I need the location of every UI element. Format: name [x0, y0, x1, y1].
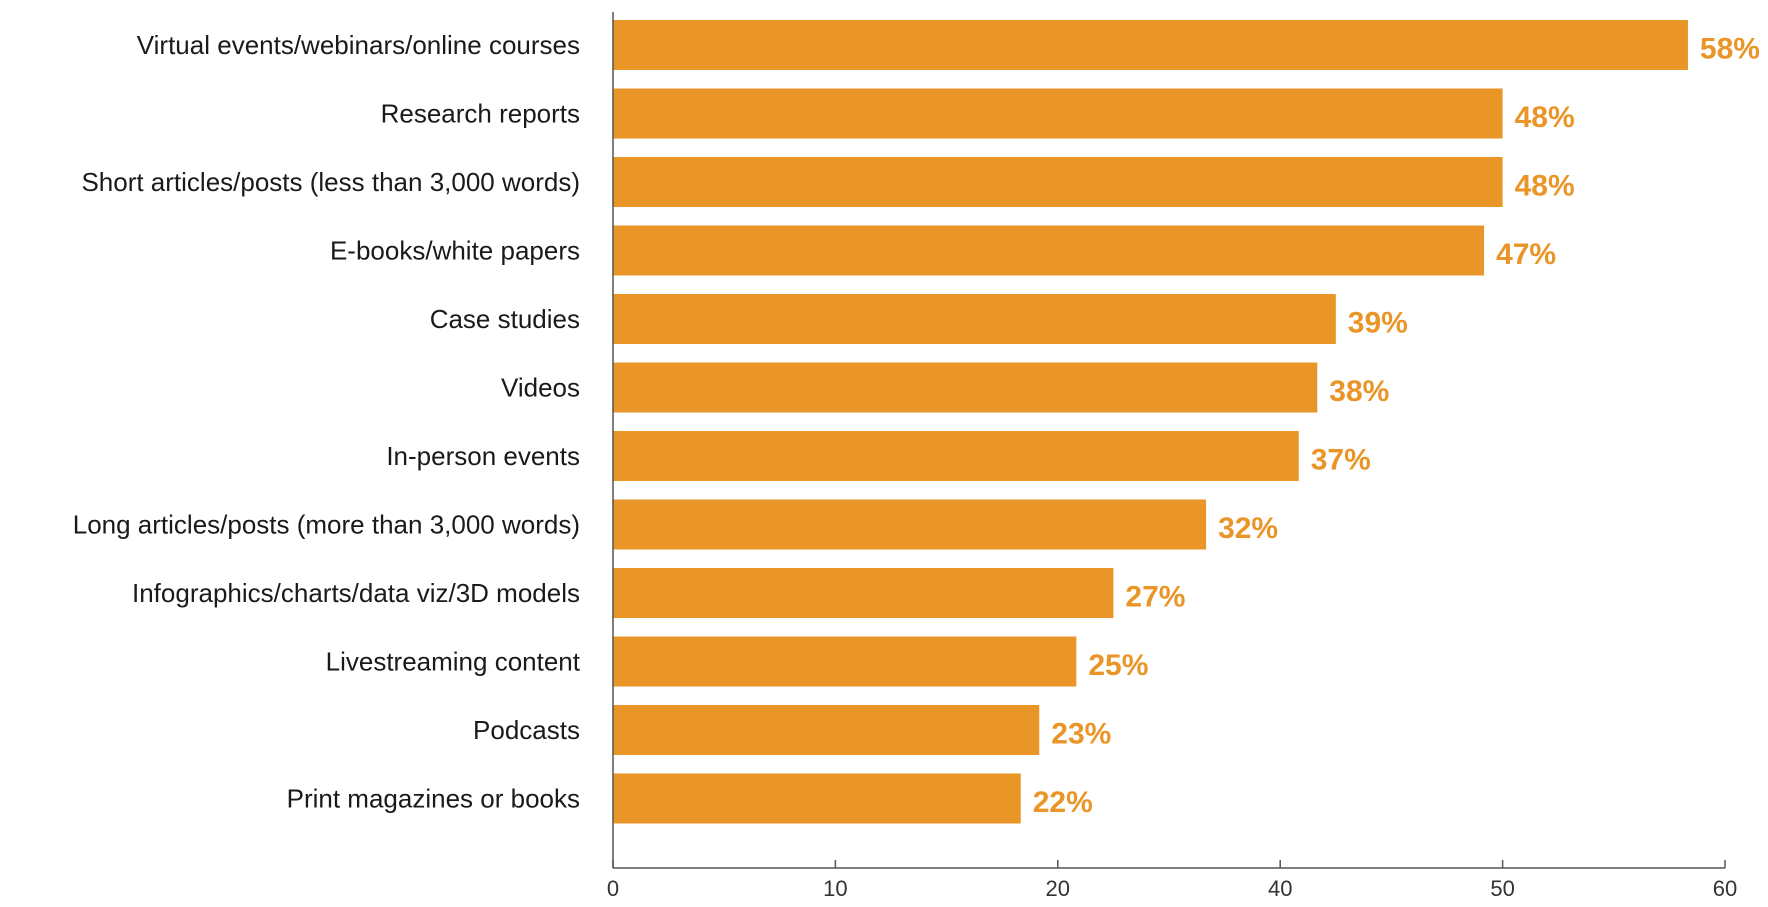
bar	[613, 499, 1207, 550]
value-label: 22%	[1033, 786, 1093, 819]
category-label: Long articles/posts (more than 3,000 wor…	[73, 510, 580, 540]
category-label: Infographics/charts/data viz/3D models	[132, 578, 580, 608]
category-label: Case studies	[430, 304, 580, 334]
x-tick-label: 0	[607, 876, 619, 901]
value-label: 48%	[1515, 170, 1575, 203]
value-label: 39%	[1348, 307, 1408, 340]
value-label: 38%	[1329, 375, 1389, 408]
x-tick-label: 40	[1268, 876, 1292, 901]
bar	[613, 362, 1318, 413]
bar	[613, 294, 1336, 344]
category-label: Virtual events/webinars/online courses	[137, 30, 580, 60]
bars-layer	[613, 20, 1688, 824]
category-label: Livestreaming content	[326, 647, 581, 677]
value-label: 27%	[1125, 581, 1185, 614]
bar	[613, 568, 1114, 618]
value-label: 47%	[1496, 238, 1556, 271]
x-tick-label: 20	[1046, 876, 1070, 901]
value-labels: 58% 48% 48% 47% 39% 38% 37% 32% 27% 25% 23% 22%	[1033, 33, 1760, 820]
bar	[613, 225, 1485, 276]
value-label: 37%	[1311, 444, 1371, 477]
bar	[613, 773, 1021, 824]
category-label: E-books/white papers	[330, 236, 580, 266]
value-label: 48%	[1515, 101, 1575, 134]
bar	[613, 20, 1688, 70]
category-label: Print magazines or books	[287, 784, 580, 814]
x-tick-label: 10	[823, 876, 847, 901]
value-label: 32%	[1218, 512, 1278, 545]
x-tick-label: 60	[1713, 876, 1737, 901]
bar	[613, 431, 1299, 481]
category-label: Podcasts	[473, 715, 580, 745]
value-label: 25%	[1088, 649, 1148, 682]
bar	[613, 705, 1040, 755]
bar	[613, 636, 1077, 687]
category-label: Research reports	[381, 99, 580, 129]
bar	[613, 157, 1503, 207]
category-label: Videos	[501, 373, 580, 403]
category-labels: Virtual events/webinars/online courses Re…	[73, 30, 581, 814]
x-tick-label: 50	[1490, 876, 1514, 901]
category-label: Short articles/posts (less than 3,000 wo…	[81, 167, 580, 197]
value-label: 58%	[1700, 33, 1760, 66]
value-label: 23%	[1051, 718, 1111, 751]
x-axis: 0 10 20 40 50 60	[607, 12, 1737, 901]
category-label: In-person events	[386, 441, 580, 471]
bar	[613, 88, 1503, 139]
